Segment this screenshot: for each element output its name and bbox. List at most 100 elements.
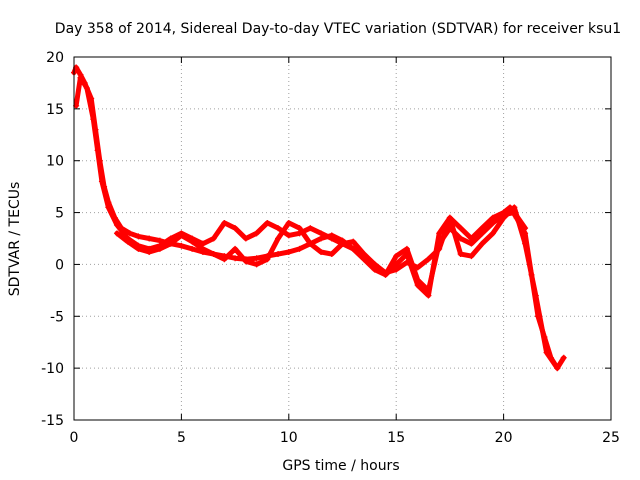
data-point-marker	[253, 230, 260, 237]
data-point-marker	[393, 253, 400, 260]
data-point-marker	[414, 276, 421, 283]
data-point-marker	[135, 233, 142, 240]
data-point-marker	[350, 245, 357, 252]
data-point-marker	[178, 232, 185, 239]
data-point-marker	[500, 211, 507, 218]
x-tick-label: 5	[177, 430, 186, 446]
x-tick-label: 15	[387, 430, 405, 446]
data-point-marker	[382, 271, 389, 278]
data-point-marker	[232, 255, 239, 262]
data-point-marker	[318, 248, 325, 255]
data-point-marker	[489, 230, 496, 237]
data-point-marker	[113, 230, 120, 237]
data-point-marker	[189, 245, 196, 252]
data-point-marker	[77, 74, 84, 81]
data-point-marker	[468, 253, 475, 260]
data-point-marker	[457, 251, 464, 258]
y-tick-label: -10	[41, 361, 64, 377]
y-tick-label: -5	[50, 309, 64, 325]
data-point-marker	[285, 219, 292, 226]
data-point-marker	[436, 230, 443, 237]
data-point-marker	[146, 235, 153, 242]
data-point-marker	[126, 230, 133, 237]
data-point-marker	[146, 248, 153, 255]
data-point-marker	[328, 251, 335, 258]
data-point-marker	[511, 204, 518, 211]
data-point-marker	[178, 242, 185, 249]
tick-label-layer: 0 5 10 15 20 25 -15 -10 -5 0 5 10 15 20	[41, 50, 620, 446]
chart-title: Day 358 of 2014, Sidereal Day-to-day VTE…	[55, 21, 621, 37]
data-point-marker	[296, 225, 303, 232]
data-point-marker	[232, 245, 239, 252]
data-point-marker	[210, 251, 217, 258]
data-point-marker	[489, 214, 496, 221]
data-point-marker	[135, 245, 142, 252]
data-point-marker	[457, 235, 464, 242]
data-point-marker	[296, 245, 303, 252]
data-point-marker	[221, 256, 228, 263]
data-point-marker	[522, 225, 529, 232]
x-tick-label: 10	[280, 430, 298, 446]
data-point-marker	[167, 240, 174, 247]
data-point-marker	[511, 209, 518, 216]
data-point-marker	[360, 251, 367, 258]
data-point-marker	[479, 230, 486, 237]
data-point-marker	[318, 235, 325, 242]
data-point-marker	[90, 116, 97, 123]
series-layer	[71, 64, 567, 372]
data-point-marker	[446, 214, 453, 221]
data-point-marker	[425, 292, 432, 299]
data-point-marker	[307, 225, 314, 232]
data-point-marker	[156, 245, 163, 252]
data-point-marker	[543, 349, 550, 356]
y-axis-label: SDTVAR / TECUs	[7, 182, 23, 297]
data-point-marker	[403, 245, 410, 252]
data-point-marker	[232, 225, 239, 232]
data-point-marker	[285, 248, 292, 255]
data-point-marker	[560, 354, 567, 361]
data-point-marker	[425, 287, 432, 294]
tick-layer	[73, 56, 612, 421]
data-point-marker	[156, 237, 163, 244]
data-point-marker	[489, 219, 496, 226]
data-point-marker	[199, 240, 206, 247]
data-point-marker	[479, 240, 486, 247]
data-point-marker	[532, 292, 539, 299]
data-point-marker	[199, 245, 206, 252]
y-tick-label: 10	[46, 154, 64, 170]
data-point-marker	[264, 256, 271, 263]
data-point-marker	[105, 204, 112, 211]
data-point-marker	[554, 365, 561, 372]
data-point-marker	[275, 251, 282, 258]
data-point-marker	[318, 230, 325, 237]
x-tick-label: 20	[495, 430, 513, 446]
data-point-marker	[94, 147, 101, 154]
data-point-marker	[253, 255, 260, 262]
data-point-marker	[339, 240, 346, 247]
data-point-marker	[253, 261, 260, 268]
data-point-marker	[425, 256, 432, 263]
x-tick-label: 0	[70, 430, 79, 446]
y-tick-label: 15	[46, 102, 64, 118]
data-point-marker	[189, 238, 196, 245]
x-tick-label: 25	[602, 430, 620, 446]
data-point-marker	[436, 240, 443, 247]
data-point-marker	[242, 258, 249, 265]
plot-frame	[73, 56, 612, 421]
data-point-marker	[210, 235, 217, 242]
data-point-marker	[468, 240, 475, 247]
y-tick-label: -15	[41, 413, 64, 429]
y-tick-label: 20	[46, 50, 64, 66]
data-point-marker	[350, 238, 357, 245]
data-point-marker	[275, 225, 282, 232]
data-point-marker	[371, 261, 378, 268]
data-point-marker	[275, 235, 282, 242]
data-point-marker	[328, 235, 335, 242]
data-point-marker	[285, 232, 292, 239]
data-point-marker	[83, 85, 90, 92]
data-point-marker	[446, 225, 453, 232]
grid-layer	[74, 57, 611, 420]
data-point-marker	[264, 219, 271, 226]
data-point-marker	[124, 238, 131, 245]
